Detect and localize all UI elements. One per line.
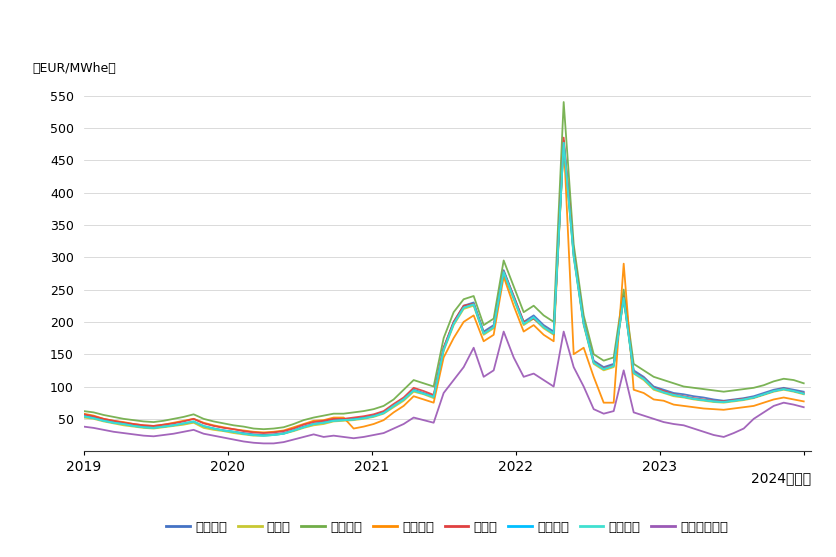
Text: EUの主要国における電力卸売価格の推移: EUの主要国における電力卸売価格の推移 [263, 21, 573, 46]
Text: 2024（年）: 2024（年） [751, 471, 811, 485]
Text: （EUR/MWhe）: （EUR/MWhe） [33, 62, 116, 75]
Legend: フランス, ドイツ, イタリア, スペイン, スイス, オランダ, ベルギー, スウェーデン: フランス, ドイツ, イタリア, スペイン, スイス, オランダ, ベルギー, … [161, 516, 734, 539]
